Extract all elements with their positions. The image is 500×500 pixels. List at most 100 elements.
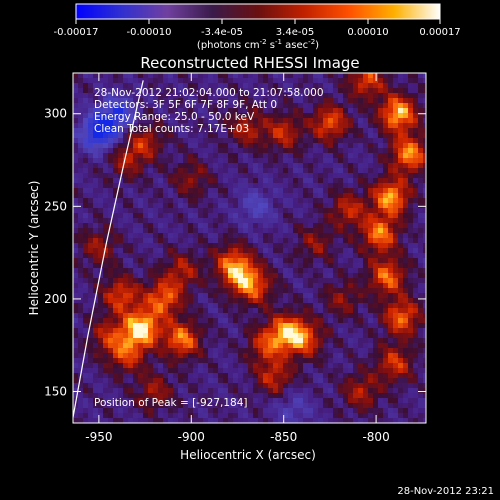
heatmap-cell bbox=[323, 248, 328, 253]
heatmap-cell bbox=[393, 73, 398, 78]
heatmap-cell bbox=[143, 83, 148, 88]
heatmap-cell bbox=[228, 103, 233, 108]
heatmap-cell bbox=[88, 243, 93, 248]
heatmap-cell bbox=[183, 358, 188, 363]
heatmap-cell bbox=[368, 393, 373, 398]
heatmap-cell bbox=[273, 248, 278, 253]
heatmap-cell bbox=[413, 218, 418, 223]
heatmap-cell bbox=[218, 143, 223, 148]
heatmap-cell bbox=[383, 278, 388, 283]
heatmap-cell bbox=[293, 173, 298, 178]
heatmap-cell bbox=[178, 348, 183, 353]
heatmap-cell bbox=[163, 358, 168, 363]
heatmap-cell bbox=[238, 323, 243, 328]
heatmap-cell bbox=[413, 193, 418, 198]
heatmap-cell bbox=[103, 113, 108, 118]
heatmap-cell bbox=[83, 93, 88, 98]
heatmap-cell bbox=[248, 363, 253, 368]
heatmap-cell bbox=[193, 368, 198, 373]
heatmap-cell bbox=[228, 318, 233, 323]
heatmap-cell bbox=[243, 138, 248, 143]
heatmap-cell bbox=[378, 388, 383, 393]
heatmap-cell bbox=[298, 143, 303, 148]
heatmap-cell bbox=[328, 303, 333, 308]
heatmap-cell bbox=[278, 413, 283, 418]
heatmap-cell bbox=[123, 413, 128, 418]
heatmap-cell bbox=[163, 408, 168, 413]
heatmap-cell bbox=[243, 273, 248, 278]
heatmap-cell bbox=[283, 268, 288, 273]
heatmap-cell bbox=[108, 288, 113, 293]
heatmap-cell bbox=[163, 178, 168, 183]
heatmap-cell bbox=[148, 173, 153, 178]
heatmap-cell bbox=[118, 263, 123, 268]
heatmap-cell bbox=[398, 218, 403, 223]
heatmap-cell bbox=[183, 353, 188, 358]
heatmap-cell bbox=[398, 193, 403, 198]
heatmap-cell bbox=[88, 233, 93, 238]
heatmap-cell bbox=[373, 308, 378, 313]
heatmap-cell bbox=[328, 333, 333, 338]
heatmap-cell bbox=[348, 278, 353, 283]
heatmap-cell bbox=[218, 373, 223, 378]
heatmap-cell bbox=[198, 263, 203, 268]
heatmap-cell bbox=[233, 353, 238, 358]
heatmap-cell bbox=[293, 328, 298, 333]
heatmap-cell bbox=[243, 88, 248, 93]
heatmap-cell bbox=[123, 138, 128, 143]
heatmap-cell bbox=[218, 393, 223, 398]
heatmap-cell bbox=[213, 373, 218, 378]
heatmap-cell bbox=[273, 288, 278, 293]
heatmap-cell bbox=[258, 348, 263, 353]
heatmap-cell bbox=[198, 393, 203, 398]
heatmap-cell bbox=[118, 98, 123, 103]
heatmap-cell bbox=[413, 228, 418, 233]
heatmap-cell bbox=[293, 403, 298, 408]
colorbar-tick-label: 0.00017 bbox=[419, 27, 460, 38]
heatmap-cell bbox=[128, 273, 133, 278]
heatmap-cell bbox=[168, 303, 173, 308]
heatmap-cell bbox=[78, 128, 83, 133]
heatmap-cell bbox=[333, 103, 338, 108]
heatmap-cell bbox=[398, 273, 403, 278]
heatmap-cell bbox=[128, 338, 133, 343]
heatmap-cell bbox=[318, 98, 323, 103]
heatmap-cell bbox=[148, 248, 153, 253]
heatmap-cell bbox=[388, 238, 393, 243]
heatmap-cell bbox=[258, 198, 263, 203]
heatmap-cell bbox=[418, 298, 423, 303]
heatmap-cell bbox=[423, 118, 426, 123]
heatmap-cell bbox=[338, 403, 343, 408]
heatmap-cell bbox=[198, 148, 203, 153]
heatmap-cell bbox=[158, 318, 163, 323]
heatmap-cell bbox=[193, 133, 198, 138]
heatmap-cell bbox=[228, 358, 233, 363]
heatmap-cell bbox=[248, 378, 253, 383]
heatmap-cell bbox=[208, 188, 213, 193]
heatmap-cell bbox=[133, 308, 138, 313]
heatmap-cell bbox=[138, 168, 143, 173]
heatmap-cell bbox=[338, 333, 343, 338]
heatmap-cell bbox=[288, 263, 293, 268]
heatmap-cell bbox=[358, 233, 363, 238]
heatmap-cell bbox=[143, 98, 148, 103]
heatmap-cell bbox=[113, 143, 118, 148]
heatmap-cell bbox=[118, 388, 123, 393]
heatmap-cell bbox=[188, 398, 193, 403]
heatmap-cell bbox=[188, 133, 193, 138]
heatmap-cell bbox=[328, 228, 333, 233]
heatmap-cell bbox=[98, 213, 103, 218]
heatmap-cell bbox=[143, 163, 148, 168]
heatmap-cell bbox=[338, 263, 343, 268]
heatmap-cell bbox=[188, 278, 193, 283]
heatmap-cell bbox=[118, 303, 123, 308]
heatmap-cell bbox=[173, 378, 178, 383]
heatmap-cell bbox=[413, 363, 418, 368]
heatmap-cell bbox=[408, 278, 413, 283]
heatmap-cell bbox=[123, 148, 128, 153]
heatmap-cell bbox=[203, 338, 208, 343]
heatmap-cell bbox=[383, 128, 388, 133]
heatmap-cell bbox=[143, 408, 148, 413]
heatmap-cell bbox=[103, 143, 108, 148]
heatmap-cell bbox=[173, 143, 178, 148]
